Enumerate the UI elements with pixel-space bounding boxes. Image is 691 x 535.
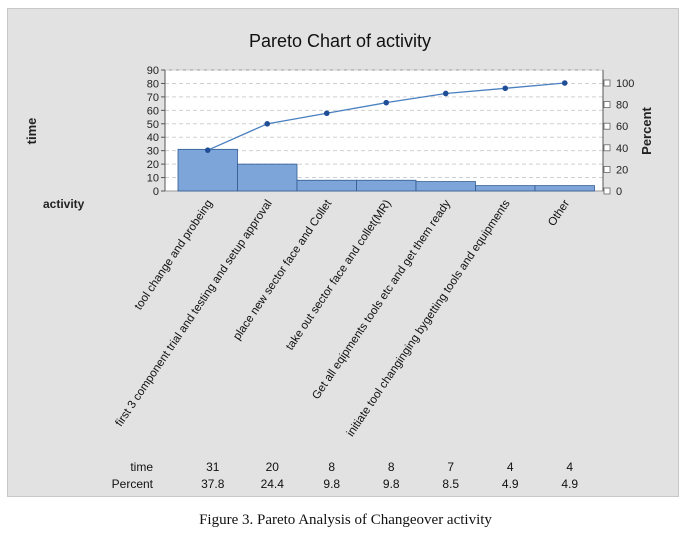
y-tick-label: 90 [147, 65, 159, 77]
y-tick-label: 40 [147, 132, 159, 144]
table-time-value: 8 [388, 460, 395, 474]
y2-tick-label: 60 [616, 121, 628, 133]
cumulative-point-1 [204, 147, 211, 153]
y-tick-label: 0 [153, 186, 159, 198]
table-percent-value: 8.5 [442, 477, 459, 491]
y2-tick-marker [603, 101, 611, 108]
bar-1 [177, 148, 238, 192]
table-time-value: 7 [447, 460, 454, 474]
y-tick-label: 50 [147, 119, 159, 131]
category-label-4: take out sector face and collet(MR) [284, 198, 394, 353]
y2-tick-marker [603, 122, 611, 130]
table-percent-value: 4.9 [561, 477, 578, 491]
table-row-label-percent: Percent [112, 477, 154, 491]
table-time-value: 8 [328, 460, 335, 474]
bar-5 [415, 181, 476, 192]
category-label-3: place new sector face and Collet [231, 197, 334, 342]
bar-4 [356, 179, 417, 192]
bar-2 [237, 163, 298, 192]
y2-tick-marker [603, 165, 611, 173]
figure-caption: Figure 3. Pareto Analysis of Changeover … [199, 512, 492, 528]
y2-tick-label: 100 [616, 78, 634, 90]
cumulative-point-3 [323, 110, 330, 117]
y-axis-title: time [24, 118, 39, 145]
table-percent-value: 9.8 [323, 477, 340, 491]
table-percent-value: 24.4 [261, 477, 285, 491]
table-percent-value: 9.8 [383, 477, 400, 491]
table-time-value: 4 [507, 460, 514, 474]
category-label-7: Other [546, 198, 572, 229]
y-tick-label: 10 [147, 173, 159, 185]
cumulative-point-6 [502, 85, 509, 92]
chart-title: Pareto Chart of activity [249, 31, 431, 51]
table-row-label-time: time [130, 460, 153, 474]
y2-tick-marker [603, 187, 611, 195]
y2-tick-marker [603, 79, 611, 87]
y-tick-label: 70 [147, 92, 159, 104]
x-axis-title: activity [43, 197, 85, 211]
cumulative-point-4 [383, 99, 390, 106]
cumulative-point-2 [264, 121, 271, 127]
y2-tick-label: 0 [616, 186, 622, 198]
table-time-value: 31 [206, 460, 220, 474]
y2-tick-label: 80 [616, 100, 628, 112]
table-time-value: 4 [566, 460, 573, 474]
y2-tick-marker [603, 144, 611, 152]
y2-tick-label: 40 [616, 143, 628, 155]
table-percent-value: 4.9 [502, 477, 519, 491]
cumulative-point-5 [442, 90, 449, 97]
category-label-5: Get all eqipments tools etc and get them… [310, 198, 453, 402]
y-tick-label: 60 [147, 105, 159, 117]
y-tick-label: 30 [147, 146, 159, 158]
table-percent-value: 37.8 [201, 477, 225, 491]
bar-6 [475, 185, 536, 192]
y2-tick-label: 20 [616, 164, 628, 176]
table-time-value: 20 [266, 460, 280, 474]
y2-axis-title: Percent [639, 106, 654, 154]
y-tick-label: 80 [147, 78, 159, 90]
y-tick-label: 20 [147, 159, 159, 171]
bar-3 [296, 179, 357, 192]
bar-7 [534, 185, 595, 192]
cumulative-point-7 [561, 80, 568, 86]
